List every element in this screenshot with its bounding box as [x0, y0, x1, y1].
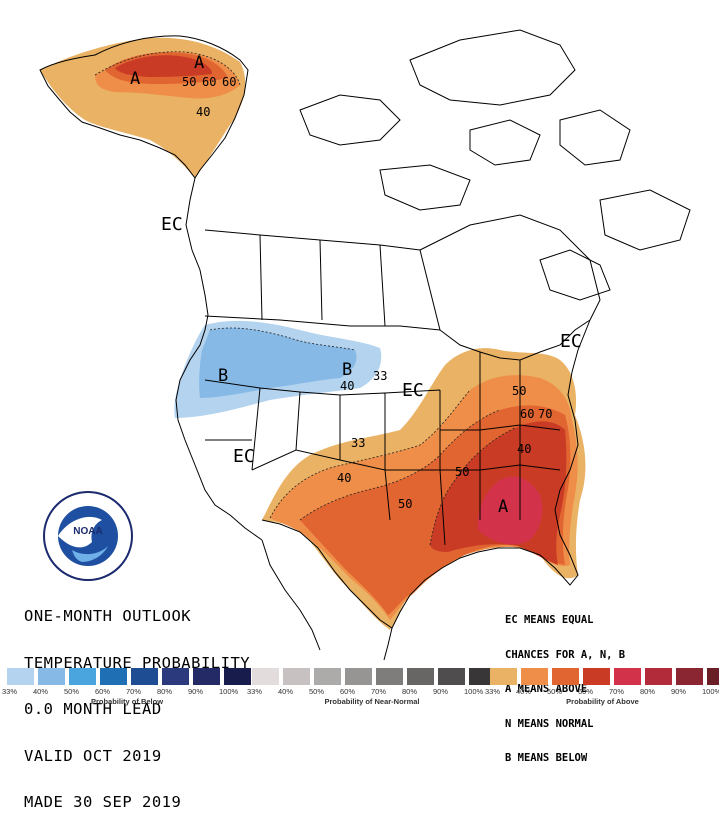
probability-contours: [94, 51, 516, 546]
contour-label: 60: [222, 75, 236, 89]
legend-swatch: [131, 668, 158, 685]
legend-swatch: [645, 668, 672, 685]
legend-tick-label: 100%: [464, 687, 484, 696]
legend-tick-label: 90%: [188, 687, 204, 696]
legend-tick-label: 80%: [640, 687, 656, 696]
legend-tick-label: 90%: [433, 687, 449, 696]
legend-tick-label: 50%: [64, 687, 80, 696]
below-label: B: [342, 360, 352, 380]
contour-label: 50: [182, 75, 196, 89]
legend-swatch: [407, 668, 434, 685]
legend-below-swatches: [7, 668, 255, 685]
legend-tick-label: 33%: [485, 687, 501, 696]
legend-swatch: [38, 668, 65, 685]
contour-label: 70: [538, 407, 552, 421]
legend-tick-label: 90%: [671, 687, 687, 696]
below-label: B: [218, 366, 228, 386]
legend-swatch: [583, 668, 610, 685]
boundaries: [39, 29, 691, 661]
legend-tick-label: 80%: [157, 687, 173, 696]
note-line-4: N MEANS NORMAL: [505, 717, 594, 730]
legend-swatch: [162, 668, 189, 685]
legend-swatch: [7, 668, 34, 685]
noaa-logo-text: NOAA: [73, 526, 102, 537]
legend-swatch: [614, 668, 641, 685]
legend-tick-label: 33%: [247, 687, 263, 696]
legend-tick-label: 70%: [126, 687, 142, 696]
outlook-line-2: TEMPERATURE PROBABILITY: [24, 653, 251, 672]
contour-label: 60: [202, 75, 216, 89]
contour-label: 33: [351, 436, 365, 450]
legend-tick-label: 60%: [95, 687, 111, 696]
legend-normal-swatches: [252, 668, 500, 685]
legend-swatch: [552, 668, 579, 685]
legend-swatch: [521, 668, 548, 685]
legend-tick-label: 40%: [278, 687, 294, 696]
legend-swatch: [376, 668, 403, 685]
legend-swatch: [283, 668, 310, 685]
contour-label: 40: [196, 105, 210, 119]
contour-label: 40: [340, 379, 354, 393]
legend-swatch: [224, 668, 251, 685]
legend-tick-label: 50%: [547, 687, 563, 696]
legend-swatch: [707, 668, 719, 685]
legend-tick-label: 60%: [340, 687, 356, 696]
noaa-logo: NOAA: [43, 491, 133, 581]
above-label: A: [498, 497, 508, 517]
contour-label: 50: [398, 497, 412, 511]
equal-chances-label: EC: [402, 380, 424, 401]
legend-swatch: [490, 668, 517, 685]
outlook-map: A A 50 60 60 40 EC EC EC EC B B 40 33 33…: [39, 29, 691, 661]
legend-swatch: [69, 668, 96, 685]
outlook-line-1: ONE-MONTH OUTLOOK: [24, 607, 192, 625]
legend-tick-label: 50%: [309, 687, 325, 696]
legend-swatch: [314, 668, 341, 685]
legend-below-caption: Probability of Below: [90, 697, 164, 706]
southeast-above-region: [262, 348, 586, 630]
alaska-above-label: A: [130, 69, 140, 89]
legend-normal-ticks: 33% 40% 50% 60% 70% 80% 90% 100%: [247, 687, 495, 696]
contour-label: 60: [520, 407, 534, 421]
legend-tick-label: 33%: [2, 687, 18, 696]
legend-above-caption: Probability of Above: [566, 697, 639, 706]
legend-normal-caption: Probability of Near-Normal: [324, 697, 420, 706]
equal-chances-label: EC: [233, 446, 255, 467]
outlook-line-5: MADE 30 SEP 2019: [24, 793, 182, 811]
legend-tick-label: 70%: [371, 687, 387, 696]
legend-swatch: [252, 668, 279, 685]
legend-above-swatches: [490, 668, 719, 685]
contour-label: 40: [517, 442, 531, 456]
legend-tick-label: 80%: [402, 687, 418, 696]
alaska-above-label: A: [194, 53, 204, 73]
legend-tick-label: 70%: [609, 687, 625, 696]
legend-swatch: [193, 668, 220, 685]
equal-chances-label: EC: [161, 214, 183, 235]
legend-tick-label: 40%: [33, 687, 49, 696]
contour-label: 40: [337, 471, 351, 485]
alaska-above-region: [40, 37, 246, 179]
legend-above-ticks: 33% 40% 50% 60% 70% 80% 90% 100%: [485, 687, 719, 696]
legend-swatch: [438, 668, 465, 685]
note-line-2: CHANCES FOR A, N, B: [505, 648, 626, 661]
contour-label: 50: [512, 384, 526, 398]
legend-swatch: [345, 668, 372, 685]
note-line-5: B MEANS BELOW: [505, 752, 588, 764]
legend-tick-label: 100%: [219, 687, 239, 696]
legend-swatch: [100, 668, 127, 685]
note-line-3: A MEANS ABOVE: [505, 683, 588, 695]
equal-chances-label: EC: [560, 331, 582, 352]
legend-swatch: [469, 668, 496, 685]
legend-tick-label: 100%: [702, 687, 719, 696]
northwest-below-region: [174, 320, 382, 418]
legend-swatch: [676, 668, 703, 685]
note-line-1: EC MEANS EQUAL: [505, 614, 594, 626]
outlook-line-4: VALID OCT 2019: [24, 746, 162, 765]
contour-label: 33: [373, 369, 387, 383]
contour-label: 50: [455, 465, 469, 479]
legend-tick-label: 40%: [516, 687, 532, 696]
legend-below-ticks: 33% 40% 50% 60% 70% 80% 90% 100%: [2, 687, 250, 696]
legend-tick-label: 60%: [578, 687, 594, 696]
